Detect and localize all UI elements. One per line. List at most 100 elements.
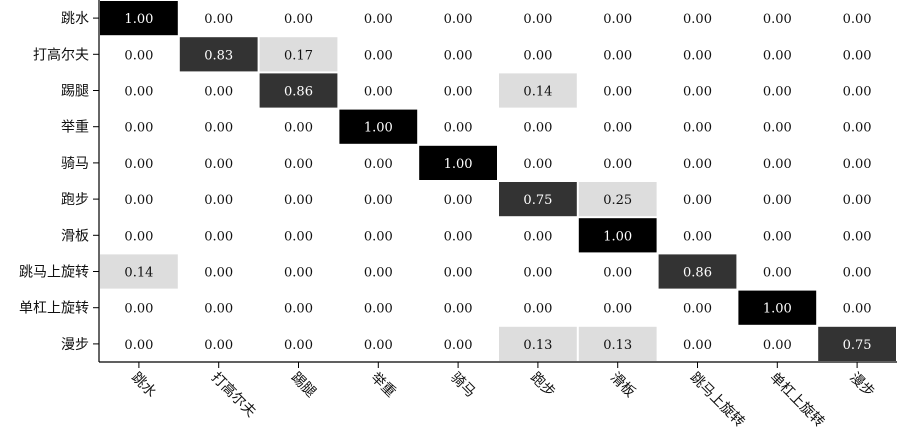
cell-value-label: 0.00	[603, 302, 632, 317]
column-label: 打高尔夫	[208, 369, 260, 421]
cell-value-label: 0.00	[284, 302, 313, 317]
cell-value-label: 0.00	[364, 338, 393, 353]
cell-value-label: 0.00	[204, 85, 233, 100]
heatmap-cell	[499, 73, 577, 108]
heatmap-cell	[578, 218, 657, 253]
cell-value-label: 0.00	[523, 302, 552, 317]
cell-value-label: 0.00	[763, 48, 792, 63]
row-label: 跳水	[61, 11, 89, 27]
heatmap-cell	[179, 37, 258, 72]
cell-value-label: 0.00	[204, 121, 233, 136]
row-label: 打高尔夫	[33, 46, 89, 63]
cell-value-label: 0.00	[284, 229, 313, 244]
cell-value-label: 0.00	[444, 302, 473, 317]
cell-value-label: 0.00	[683, 193, 712, 208]
cell-value-label: 0.00	[444, 121, 473, 136]
cell-value-label: 0.00	[603, 12, 632, 27]
cell-value-label: 0.00	[364, 229, 393, 244]
cell-value-label: 0.00	[444, 85, 473, 100]
cell-value-label: 0.00	[843, 121, 872, 136]
cell-value-label: 0.86	[284, 85, 313, 100]
cell-value-label: 0.00	[603, 121, 632, 136]
cell-value-label: 0.00	[523, 157, 552, 172]
cell-value-label: 0.00	[683, 338, 712, 353]
column-label: 跑步	[527, 370, 558, 401]
column-label: 单杠上旋转	[766, 370, 827, 431]
cell-value-label: 0.00	[763, 266, 792, 281]
row-label: 骑马	[61, 156, 89, 172]
cell-value-label: 0.14	[124, 266, 153, 281]
heatmap-cell	[259, 37, 338, 72]
cell-value-label: 0.00	[204, 157, 233, 172]
cell-value-label: 0.00	[364, 48, 393, 63]
cell-value-label: 0.00	[763, 229, 792, 244]
cell-value-label: 0.00	[364, 266, 393, 281]
cell-value-label: 0.00	[763, 12, 792, 27]
cell-value-label: 0.00	[843, 12, 872, 27]
heatmap-cell	[339, 109, 418, 144]
cell-value-label: 0.13	[523, 338, 552, 353]
cell-value-label: 0.00	[603, 266, 632, 281]
cell-value-label: 0.00	[204, 302, 233, 317]
cell-value-label: 0.00	[364, 302, 393, 317]
heatmap-cell	[499, 326, 577, 361]
heatmap-cell	[100, 1, 178, 36]
cell-value-label: 0.00	[444, 48, 473, 63]
column-label: 跳水	[128, 370, 159, 401]
cell-value-label: 0.00	[683, 121, 712, 136]
heatmap-cell	[818, 326, 896, 361]
cell-value-label: 0.00	[124, 48, 153, 63]
cell-value-label: 0.00	[683, 229, 712, 244]
cell-value-label: 0.00	[284, 157, 313, 172]
cell-value-label: 0.00	[603, 48, 632, 63]
cell-value-label: 0.75	[523, 193, 552, 208]
column-label: 骑马	[447, 370, 478, 401]
cell-value-label: 0.00	[364, 193, 393, 208]
cell-value-label: 0.00	[284, 12, 313, 27]
cell-value-label: 0.00	[124, 302, 153, 317]
row-label: 漫步	[61, 337, 89, 353]
cell-value-label: 0.00	[124, 121, 153, 136]
cell-value-label: 0.00	[523, 48, 552, 63]
cell-value-label: 0.00	[124, 229, 153, 244]
heatmap-cell	[419, 145, 497, 180]
cell-value-label: 0.25	[603, 193, 632, 208]
column-label: 滑板	[607, 369, 639, 401]
cell-value-label: 1.00	[603, 229, 632, 244]
cell-value-label: 0.00	[843, 229, 872, 244]
row-label: 跑步	[61, 192, 89, 208]
row-label: 踢腿	[61, 84, 89, 100]
cell-value-label: 0.00	[523, 121, 552, 136]
cell-value-label: 0.00	[683, 85, 712, 100]
cell-value-label: 0.00	[444, 338, 473, 353]
cell-value-label: 0.00	[763, 85, 792, 100]
cell-value-label: 0.00	[444, 12, 473, 27]
cell-value-label: 0.00	[843, 266, 872, 281]
cell-value-label: 0.00	[364, 85, 393, 100]
heatmap-cell	[100, 254, 178, 289]
cell-value-label: 0.00	[124, 157, 153, 172]
cell-value-label: 0.14	[523, 85, 552, 100]
cell-value-label: 0.13	[603, 338, 632, 353]
cell-value-label: 0.00	[843, 193, 872, 208]
cell-value-label: 0.00	[763, 121, 792, 136]
cell-value-label: 1.00	[444, 157, 473, 172]
cell-value-label: 0.00	[763, 157, 792, 172]
cell-value-label: 0.00	[843, 85, 872, 100]
cell-value-label: 0.00	[364, 12, 393, 27]
row-label: 举重	[61, 120, 89, 136]
cell-value-label: 0.00	[444, 193, 473, 208]
cell-value-label: 0.83	[204, 48, 233, 63]
cell-value-label: 0.00	[284, 121, 313, 136]
row-label: 单杠上旋转	[19, 301, 89, 317]
cell-value-label: 0.00	[204, 266, 233, 281]
cell-value-label: 0.00	[284, 338, 313, 353]
cell-value-label: 0.00	[124, 85, 153, 100]
cell-value-label: 0.00	[603, 85, 632, 100]
cell-value-label: 0.00	[124, 338, 153, 353]
cell-value-label: 0.00	[204, 229, 233, 244]
cell-value-label: 1.00	[364, 121, 393, 136]
heatmap-cell	[578, 326, 657, 361]
